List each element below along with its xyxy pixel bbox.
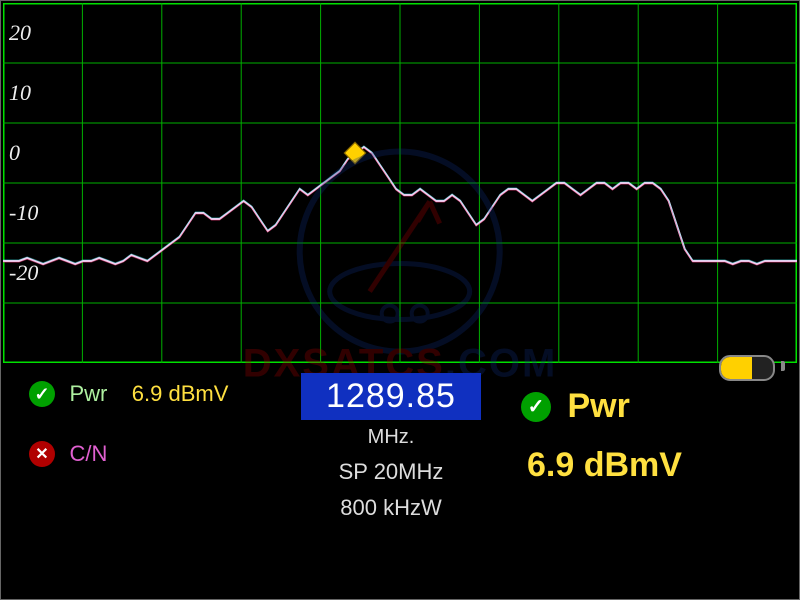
info-panel: ✓ Pwr 6.9 dBmV ✕ C/N 1289.85 MHz. SP 20M…	[1, 371, 799, 599]
analyzer-screen: -20-1001020 DXSATCS.COM ✓ Pwr 6.9 dBmV	[0, 0, 800, 600]
power-readout-large: ✓ Pwr 6.9 dBmV	[521, 387, 682, 485]
y-axis-tick-label: 20	[9, 20, 31, 46]
spectrum-svg	[3, 3, 797, 363]
pwr-label-large: Pwr	[567, 387, 629, 425]
pwr-value-small: 6.9 dBmV	[132, 381, 229, 406]
cn-label: C/N	[69, 441, 107, 466]
pwr-label-small: Pwr	[69, 381, 107, 406]
spectrum-plot: -20 -10 0 10 20	[3, 3, 797, 363]
check-icon: ✓	[521, 392, 551, 422]
frequency-readout: 1289.85 MHz. SP 20MHz 800 kHzW	[291, 373, 491, 521]
frequency-value: 1289.85	[301, 373, 481, 420]
y-axis-tick-label: -10	[9, 200, 38, 226]
y-axis-tick-label: 10	[9, 80, 31, 106]
y-axis-tick-label: 0	[9, 140, 20, 166]
battery-indicator	[719, 355, 779, 377]
frequency-unit: MHz.	[291, 426, 491, 449]
bandwidth-value: 800 kHzW	[291, 495, 491, 521]
x-icon: ✕	[29, 441, 55, 467]
battery-fill	[721, 357, 752, 379]
check-icon: ✓	[29, 381, 55, 407]
span-value: SP 20MHz	[291, 459, 491, 485]
y-axis-tick-label: -20	[9, 260, 38, 286]
pwr-value-large: 6.9 dBmV	[527, 446, 682, 485]
